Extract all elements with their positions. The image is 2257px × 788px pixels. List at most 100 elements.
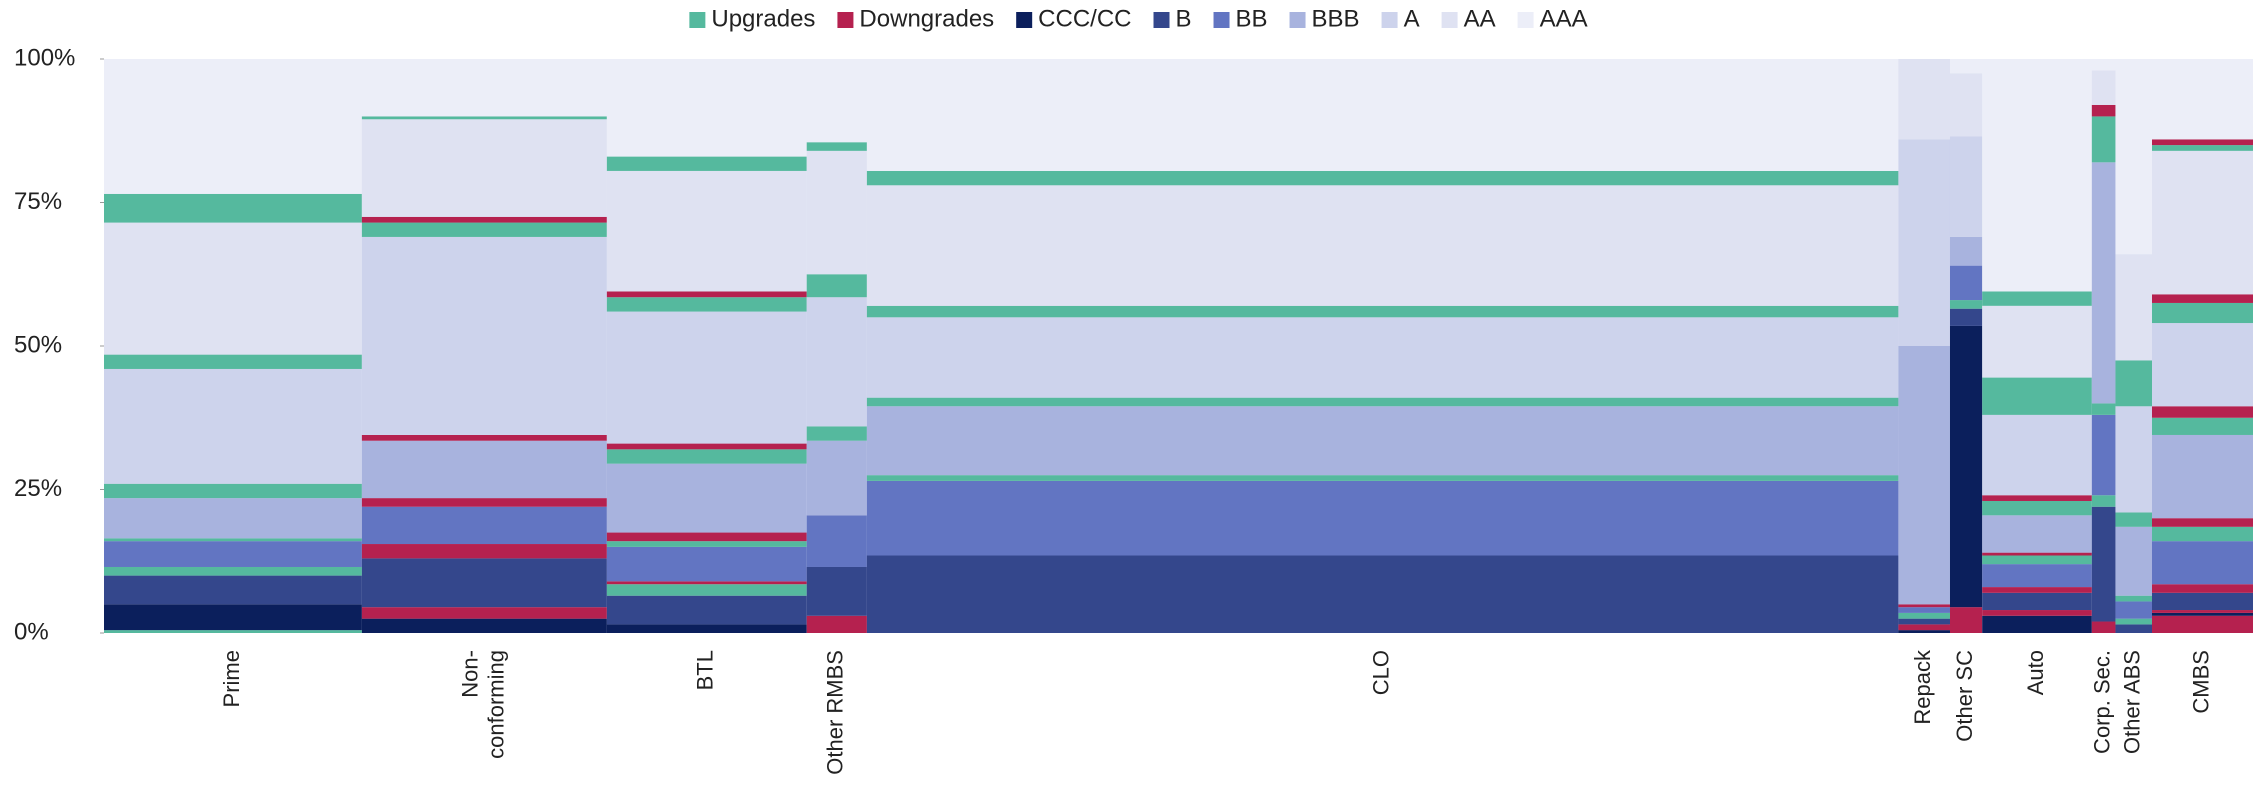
segment — [866, 480, 1899, 556]
segment — [1898, 624, 1950, 631]
legend-swatch — [1517, 12, 1534, 28]
segment — [2151, 541, 2253, 585]
segment — [606, 297, 807, 312]
segment — [1898, 604, 1950, 608]
x-tick-label: Other SC — [1952, 650, 1977, 742]
legend-label: A — [1404, 5, 1420, 32]
segment — [1982, 59, 2092, 292]
x-tick-label: Repack — [1910, 649, 1935, 725]
segment — [2151, 302, 2253, 324]
segment — [606, 532, 807, 542]
segment — [1949, 607, 1983, 633]
segment — [606, 449, 807, 464]
legend-swatch — [1153, 12, 1170, 28]
segment — [1898, 346, 1950, 605]
legend-label: CCC/CC — [1038, 5, 1131, 32]
segment — [2091, 116, 2116, 163]
y-tick-label: 100% — [14, 44, 75, 71]
segment — [104, 604, 362, 631]
legend-swatch — [689, 12, 706, 28]
segment — [361, 498, 607, 507]
segment — [2115, 601, 2152, 619]
segment — [1982, 587, 2092, 593]
x-tick-label: CLO — [1368, 650, 1393, 695]
segment — [361, 434, 607, 441]
column — [2115, 59, 2152, 633]
y-tick-label: 25% — [14, 475, 62, 502]
segment — [361, 558, 607, 608]
column — [1949, 59, 1983, 633]
legend-swatch — [1441, 12, 1458, 28]
column — [1898, 59, 1950, 633]
x-tick-label: Non-conforming — [457, 650, 508, 759]
x-tick-label: Corp. Sec. — [2089, 650, 2114, 754]
segment — [2151, 406, 2253, 418]
segment — [361, 216, 607, 223]
segment — [2151, 526, 2253, 542]
segment — [2151, 610, 2253, 613]
column — [806, 59, 867, 633]
y-tick-label: 75% — [14, 188, 62, 215]
segment — [361, 116, 607, 120]
segment — [2115, 595, 2152, 602]
legend-label: BB — [1236, 5, 1268, 32]
segment — [104, 538, 362, 542]
segment — [361, 506, 607, 545]
segment — [2091, 506, 2116, 622]
segment — [104, 59, 362, 194]
y-tick-label: 0% — [14, 618, 49, 645]
segment — [1898, 630, 1950, 633]
segment — [104, 541, 362, 567]
segment — [1982, 291, 2092, 306]
segment — [2151, 615, 2253, 633]
column — [866, 59, 1899, 633]
segment — [2115, 624, 2152, 633]
segment — [361, 607, 607, 619]
segment — [2091, 403, 2116, 415]
segment — [1982, 564, 2092, 588]
segment — [361, 618, 607, 633]
legend-swatch — [1213, 12, 1230, 28]
segment — [104, 566, 362, 576]
segment — [1982, 610, 2092, 616]
segment — [2091, 104, 2116, 117]
legend-label: Downgrades — [859, 5, 994, 32]
segment — [104, 222, 362, 355]
segment — [104, 368, 362, 484]
column — [1982, 59, 2092, 633]
segment — [2151, 150, 2253, 295]
segment — [104, 354, 362, 369]
segment — [361, 119, 607, 217]
segment — [2115, 59, 2152, 255]
segment — [606, 156, 807, 171]
segment — [2151, 59, 2253, 140]
segment — [104, 193, 362, 223]
segment — [806, 150, 867, 275]
segment — [606, 443, 807, 450]
y-tick-label: 50% — [14, 331, 62, 358]
segment — [2091, 621, 2116, 633]
segment — [2115, 360, 2152, 407]
legend-swatch — [837, 12, 854, 28]
segment — [606, 541, 807, 547]
segment — [1982, 377, 2092, 415]
column — [104, 59, 362, 633]
x-tick-label: Prime — [219, 650, 244, 707]
segment — [104, 575, 362, 605]
segment — [1982, 515, 2092, 553]
segment — [806, 274, 867, 298]
segment — [806, 59, 867, 143]
column — [361, 59, 607, 633]
legend-swatch — [1289, 12, 1306, 28]
x-tick-label: Other ABS — [2120, 650, 2145, 754]
segment — [606, 170, 807, 292]
segment — [2115, 406, 2152, 513]
segment — [866, 185, 1899, 306]
segment — [1949, 136, 1983, 237]
segment — [606, 581, 807, 585]
segment — [1898, 612, 1950, 619]
segment — [866, 475, 1899, 481]
segment — [1949, 300, 1983, 309]
segment — [1982, 552, 2092, 556]
